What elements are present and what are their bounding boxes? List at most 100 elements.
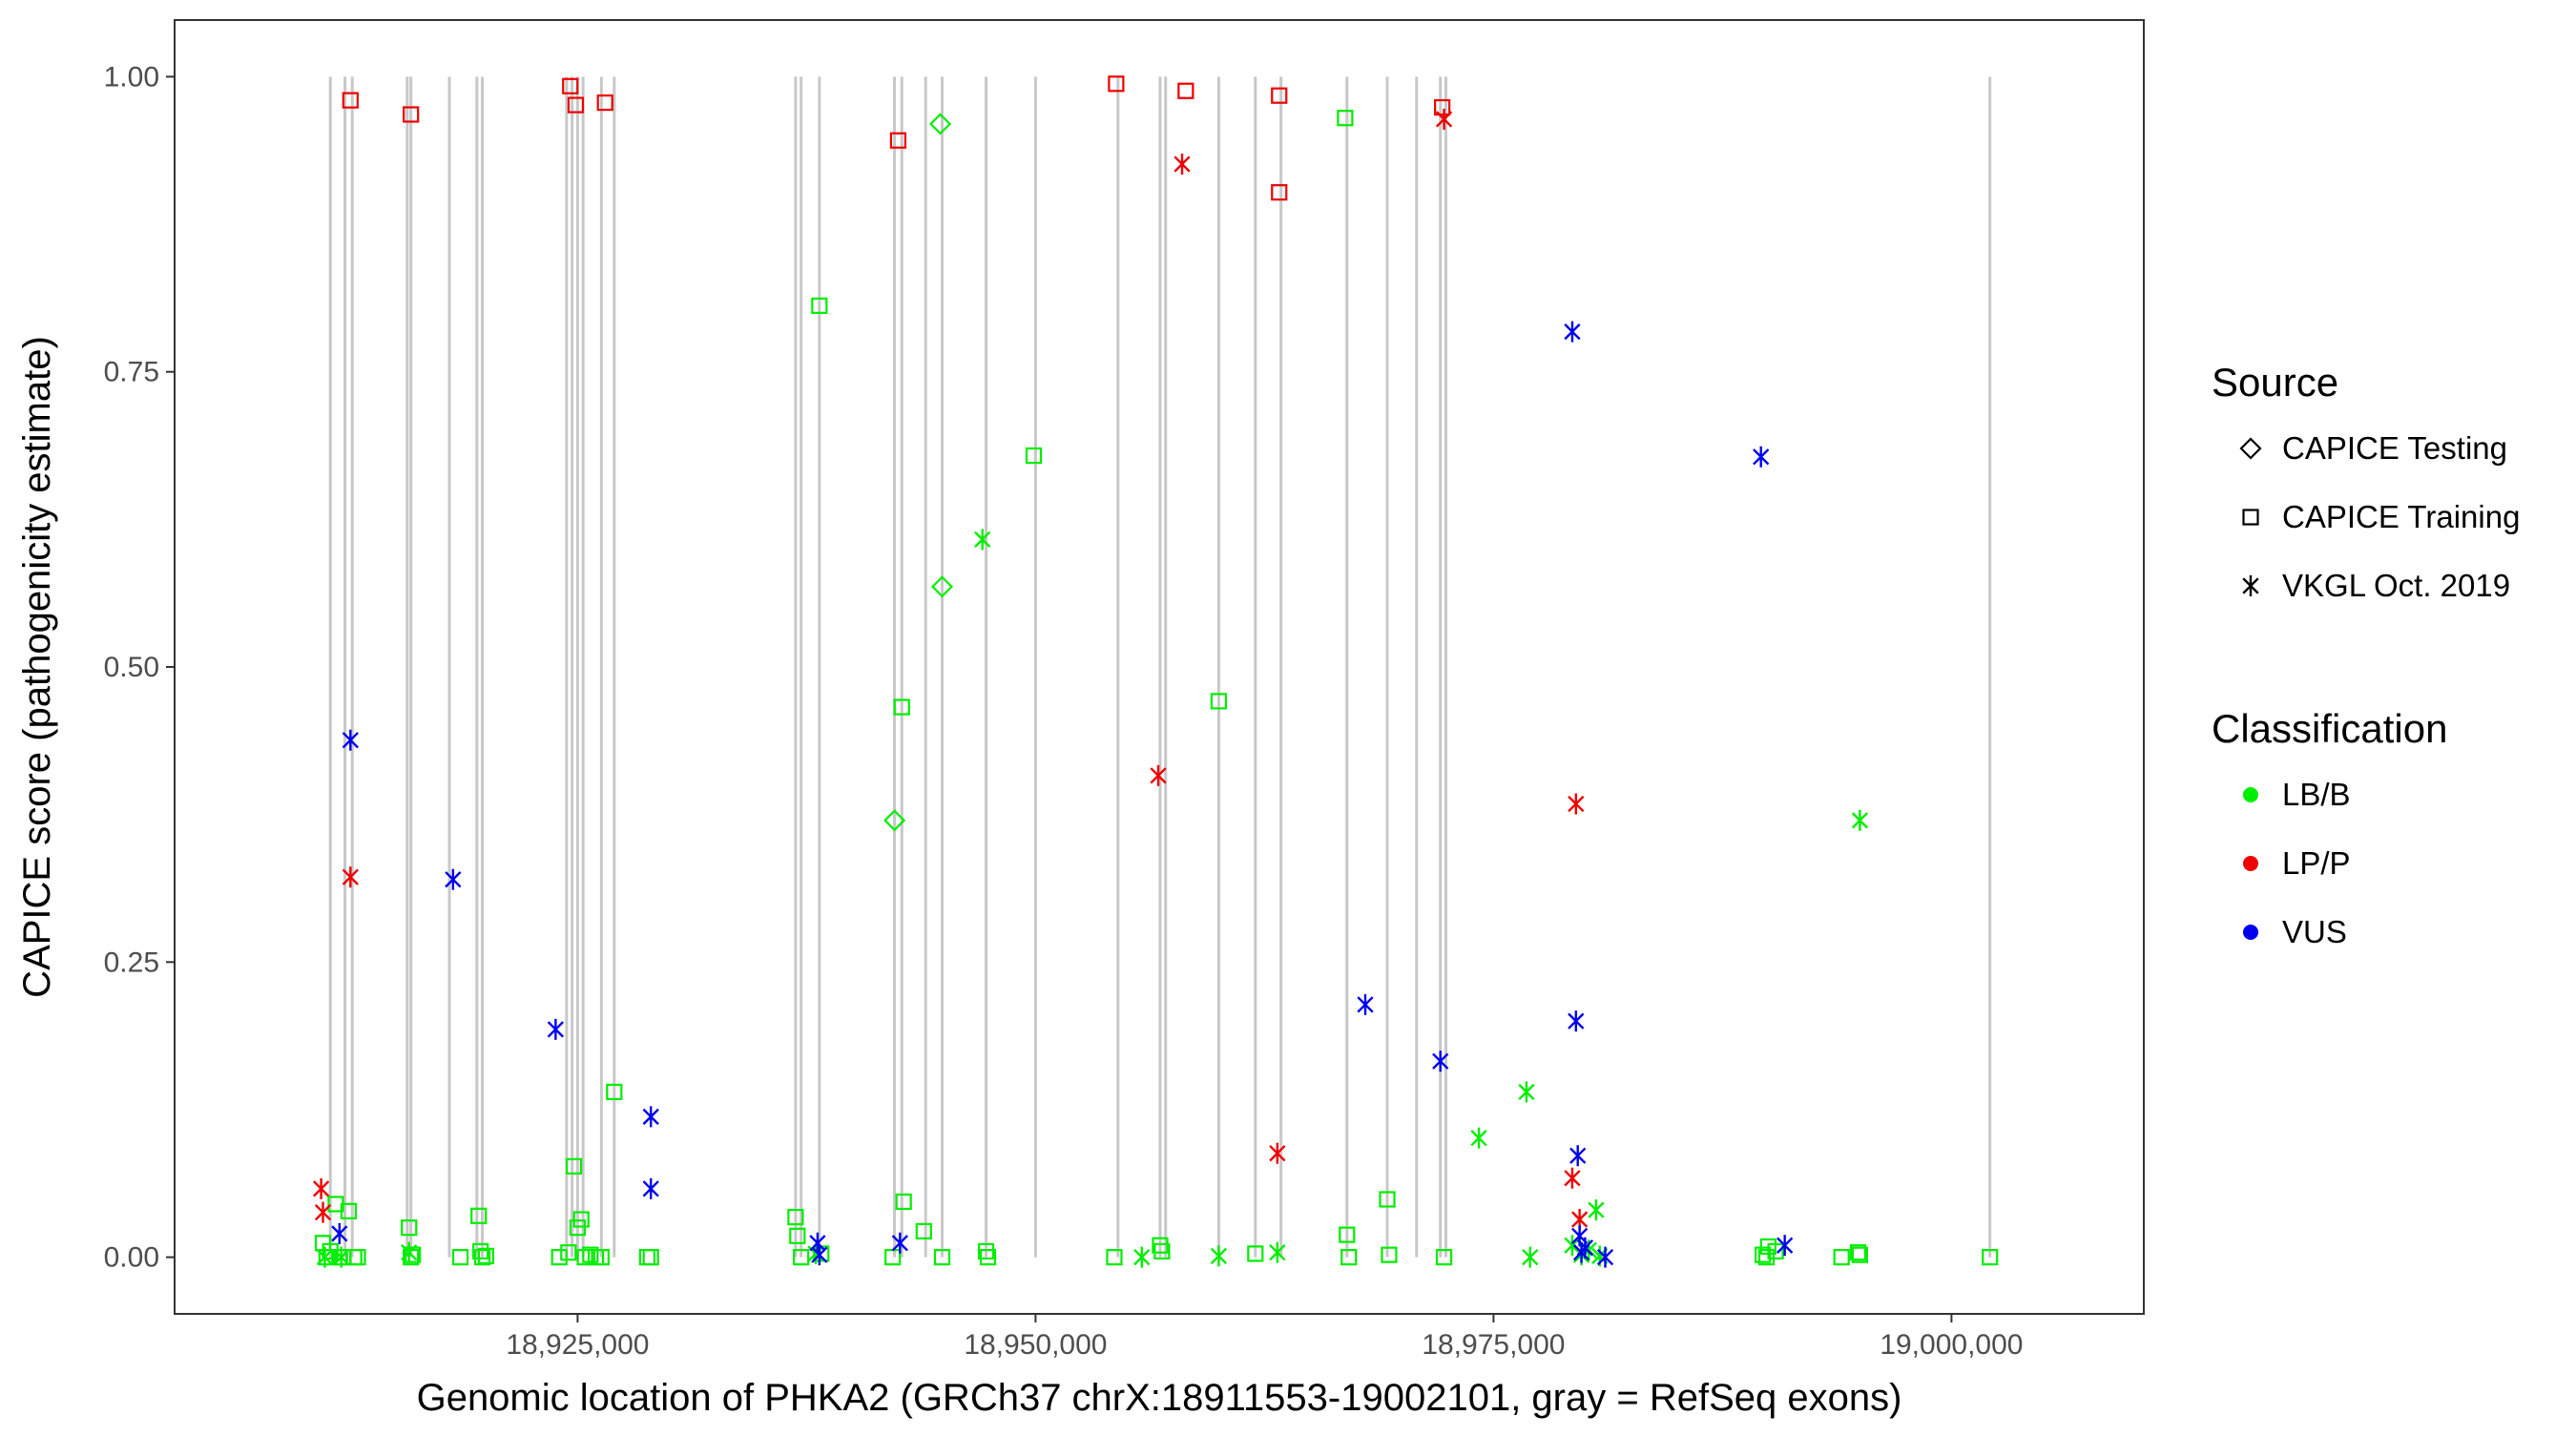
y-tick-label: 0.50 (104, 652, 159, 683)
x-tick-label: 18,950,000 (964, 1329, 1107, 1361)
legend-key-dot (2243, 925, 2258, 940)
data-point (1569, 1145, 1587, 1167)
data-point (582, 1246, 599, 1263)
data-point (1767, 1242, 1784, 1260)
data-point (470, 1207, 488, 1224)
data-point (1851, 809, 1869, 831)
data-point (572, 1211, 590, 1228)
legend-key-dot (2243, 787, 2258, 802)
data-point (1340, 1249, 1358, 1266)
data-point (1568, 793, 1585, 815)
data-point (565, 1157, 583, 1175)
data-point (451, 1249, 469, 1266)
data-point (1174, 153, 1191, 175)
data-point (1776, 1235, 1794, 1257)
data-point (811, 297, 828, 315)
data-point (915, 1222, 932, 1239)
data-point (787, 1208, 804, 1226)
data-point (1106, 1249, 1123, 1266)
legend-class-label: LB/B (2282, 777, 2351, 812)
data-point (340, 1202, 357, 1219)
legend-source-label: CAPICE Training (2282, 499, 2520, 534)
data-point (1247, 1245, 1264, 1262)
legend-key-diamond (2239, 437, 2262, 460)
data-point (606, 1083, 623, 1101)
data-point (930, 575, 954, 598)
data-point (642, 1249, 659, 1266)
data-point (1982, 1249, 1999, 1266)
y-tick-label: 0.25 (104, 947, 159, 978)
data-point (333, 1246, 350, 1268)
data-point (1849, 1244, 1867, 1261)
legend: Source CAPICE Testing CAPICE Training VKGL … (2212, 360, 2520, 949)
data-point (401, 1241, 418, 1263)
data-point (331, 1222, 348, 1244)
data-point (1588, 1199, 1605, 1221)
data-point (349, 1249, 366, 1266)
data-point (342, 729, 359, 751)
data-point (1379, 1191, 1396, 1208)
data-point (576, 1249, 593, 1266)
data-point (551, 1249, 568, 1266)
data-point (1210, 693, 1228, 710)
legend-key-square (2242, 509, 2259, 526)
data-point (811, 1244, 828, 1266)
data-point (933, 1249, 951, 1266)
data-point (401, 1219, 418, 1237)
data-point (567, 96, 585, 114)
data-point (891, 1232, 908, 1254)
data-point (1357, 993, 1374, 1015)
legend-class-label: LP/P (2282, 845, 2351, 881)
data-point (342, 92, 359, 109)
data-point (342, 866, 359, 888)
data-point (1271, 87, 1288, 104)
data-point (1568, 1010, 1585, 1032)
data-point (316, 1246, 334, 1268)
legend-source-title: Source (2212, 360, 2338, 405)
legend-source-label: CAPICE Testing (2282, 430, 2507, 466)
data-points (312, 75, 1999, 1268)
data-point (889, 132, 907, 149)
data-point (547, 1018, 564, 1040)
x-axis-title: Genomic location of PHKA2 (GRCh37 chrX:1… (417, 1377, 1902, 1419)
data-point (1152, 1237, 1169, 1254)
data-point (642, 1106, 659, 1128)
legend-class-title: Classification (2212, 706, 2447, 751)
data-point (1271, 184, 1288, 201)
data-point (1177, 82, 1195, 99)
data-point (472, 1242, 489, 1260)
data-point (1025, 447, 1043, 465)
data-point (893, 698, 910, 716)
data-point (1337, 110, 1354, 127)
data-point (1596, 1246, 1614, 1268)
data-point (979, 1249, 997, 1266)
y-axis: 0.00 0.25 0.50 0.75 1.00 (104, 61, 175, 1274)
data-point (895, 1193, 912, 1211)
data-point (1757, 1249, 1776, 1266)
x-axis: 18,925,000 18,950,000 18,975,000 19,000,000 (506, 1314, 2023, 1361)
data-point (1753, 446, 1770, 468)
x-tick-label: 18,975,000 (1422, 1329, 1565, 1361)
legend-key-dot (2243, 856, 2258, 871)
data-point (977, 1242, 995, 1260)
data-point (596, 94, 613, 112)
data-point (929, 113, 952, 135)
data-point (473, 1249, 491, 1266)
data-point (1133, 1246, 1151, 1268)
data-point (1564, 1167, 1581, 1189)
data-point (560, 1244, 577, 1261)
data-point (1470, 1127, 1487, 1149)
legend-class-label: VUS (2282, 914, 2347, 949)
data-point (1564, 321, 1581, 343)
data-point (592, 1249, 610, 1266)
legend-key-asterisk (2242, 575, 2259, 596)
data-point (1522, 1246, 1539, 1268)
data-point (1269, 1142, 1286, 1164)
y-tick-label: 0.75 (104, 357, 159, 388)
data-point (562, 77, 579, 94)
data-point (312, 1177, 330, 1199)
data-point (322, 1242, 339, 1260)
y-tick-label: 1.00 (104, 61, 159, 93)
